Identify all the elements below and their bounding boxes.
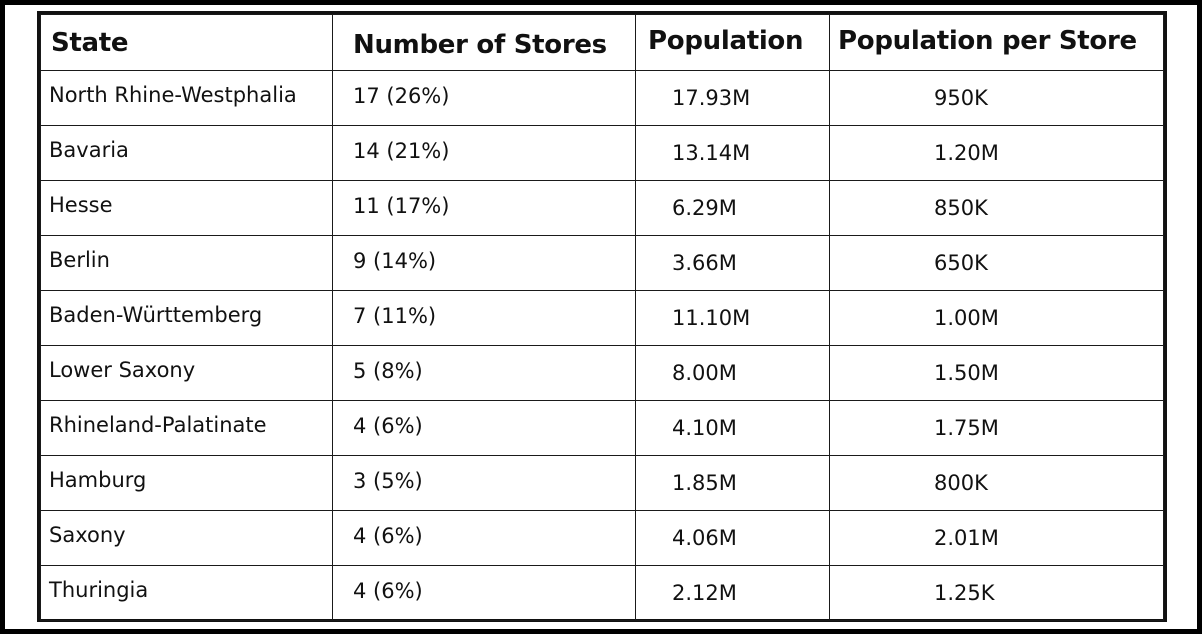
cell-stores: 3 (5%) (332, 455, 636, 511)
cell-stores: 17 (26%) (332, 70, 636, 126)
cell-population: 4.06M (635, 510, 830, 566)
cell-population-per-store: 650K (829, 235, 1164, 291)
cell-stores: 5 (8%) (332, 345, 636, 401)
document-page: State Number of Stores Population Popula… (5, 5, 1197, 629)
cell-population-per-store: 850K (829, 180, 1164, 236)
cell-state: Saxony (40, 510, 333, 566)
table-row: Hamburg 3 (5%) 1.85M 800K (40, 455, 1164, 511)
cell-state: Hesse (40, 180, 333, 236)
header-number-of-stores: Number of Stores (332, 14, 636, 71)
cell-stores: 4 (6%) (332, 510, 636, 566)
cell-state: Thuringia (40, 565, 333, 621)
cell-stores: 4 (6%) (332, 565, 636, 621)
cell-stores: 7 (11%) (332, 290, 636, 346)
stores-table-frame: State Number of Stores Population Popula… (37, 11, 1167, 622)
cell-population-per-store: 1.50M (829, 345, 1164, 401)
cell-state: Lower Saxony (40, 345, 333, 401)
table-row: Baden-Württemberg 7 (11%) 11.10M 1.00M (40, 290, 1164, 346)
cell-state: Berlin (40, 235, 333, 291)
cell-population: 8.00M (635, 345, 830, 401)
cell-population: 3.66M (635, 235, 830, 291)
table-header-row: State Number of Stores Population Popula… (40, 14, 1164, 71)
header-population: Population (635, 14, 830, 71)
header-state: State (40, 14, 333, 71)
table-row: Lower Saxony 5 (8%) 8.00M 1.50M (40, 345, 1164, 401)
table-row: Saxony 4 (6%) 4.06M 2.01M (40, 510, 1164, 566)
table-row: North Rhine-Westphalia 17 (26%) 17.93M 9… (40, 70, 1164, 126)
cell-population-per-store: 950K (829, 70, 1164, 126)
cell-state: Baden-Württemberg (40, 290, 333, 346)
cell-state: Rhineland-Palatinate (40, 400, 333, 456)
cell-population-per-store: 1.00M (829, 290, 1164, 346)
cell-population: 17.93M (635, 70, 830, 126)
cell-population: 11.10M (635, 290, 830, 346)
stores-by-state-table: State Number of Stores Population Popula… (40, 14, 1164, 621)
table-row: Rhineland-Palatinate 4 (6%) 4.10M 1.75M (40, 400, 1164, 456)
table-row: Thuringia 4 (6%) 2.12M 1.25K (40, 565, 1164, 621)
cell-stores: 4 (6%) (332, 400, 636, 456)
cell-population-per-store: 1.25K (829, 565, 1164, 621)
cell-population-per-store: 1.20M (829, 125, 1164, 181)
table-row: Hesse 11 (17%) 6.29M 850K (40, 180, 1164, 236)
table-row: Berlin 9 (14%) 3.66M 650K (40, 235, 1164, 291)
cell-state: Bavaria (40, 125, 333, 181)
cell-population: 6.29M (635, 180, 830, 236)
cell-population: 4.10M (635, 400, 830, 456)
cell-population-per-store: 2.01M (829, 510, 1164, 566)
cell-population-per-store: 1.75M (829, 400, 1164, 456)
cell-population: 1.85M (635, 455, 830, 511)
header-population-per-store: Population per Store (829, 14, 1164, 71)
cell-state: Hamburg (40, 455, 333, 511)
cell-population: 13.14M (635, 125, 830, 181)
cell-state: North Rhine-Westphalia (40, 70, 333, 126)
cell-stores: 9 (14%) (332, 235, 636, 291)
table-row: Bavaria 14 (21%) 13.14M 1.20M (40, 125, 1164, 181)
cell-stores: 14 (21%) (332, 125, 636, 181)
cell-population-per-store: 800K (829, 455, 1164, 511)
cell-stores: 11 (17%) (332, 180, 636, 236)
cell-population: 2.12M (635, 565, 830, 621)
